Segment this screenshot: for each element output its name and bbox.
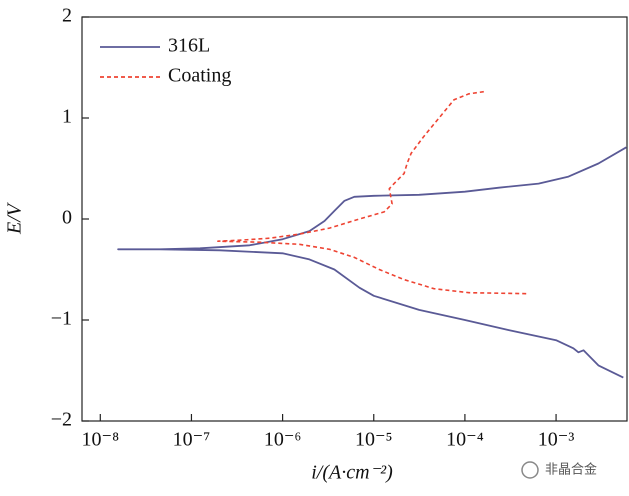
y-axis-label: E/V (4, 201, 26, 235)
plot-frame (81, 16, 628, 422)
x-axis-label: i/(A·cm⁻²) (311, 462, 393, 484)
x-tick-label: 10⁻⁶ (264, 429, 302, 451)
series-line (117, 146, 627, 379)
y-tick-label: 2 (62, 5, 72, 27)
x-tick-label: 10⁻³ (538, 429, 575, 451)
legend-label: 316L (168, 35, 210, 57)
x-tick-label: 10⁻⁸ (82, 429, 120, 451)
y-tick-label: 1 (62, 106, 72, 128)
watermark: 非晶合金 (545, 462, 597, 478)
series-line (217, 90, 529, 295)
x-tick-label: 10⁻⁷ (173, 429, 211, 451)
y-tick-label: 0 (62, 207, 72, 229)
y-tick-label: −2 (51, 409, 72, 431)
y-tick-label: −1 (51, 308, 72, 330)
watermark-icon (521, 461, 539, 479)
x-tick-label: 10⁻⁵ (355, 429, 393, 451)
legend-label: Coating (168, 65, 231, 87)
x-tick-label: 10⁻⁴ (446, 429, 484, 451)
